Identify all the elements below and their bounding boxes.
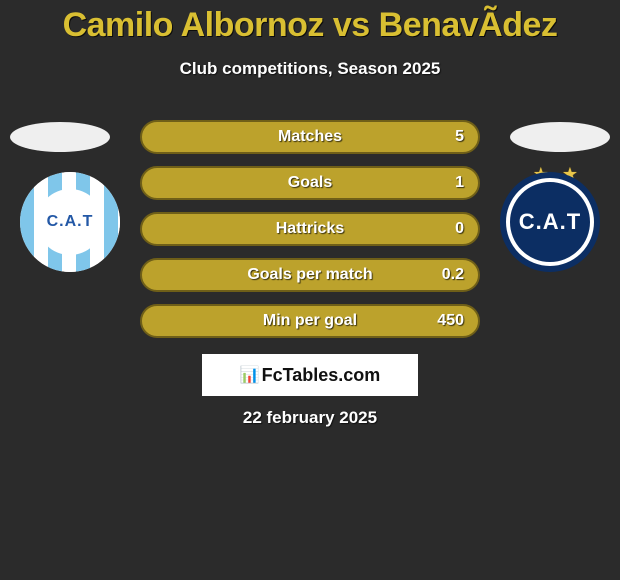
stat-row: Goals 1 bbox=[140, 166, 480, 200]
club-badge-left: C.A.T bbox=[20, 172, 120, 272]
stat-value: 450 bbox=[437, 312, 464, 330]
brand-text: FcTables.com bbox=[262, 365, 381, 386]
title: Camilo Albornoz vs BenavÃ­dez bbox=[0, 0, 620, 45]
stat-value: 5 bbox=[455, 128, 464, 146]
stat-value: 1 bbox=[455, 174, 464, 192]
stat-label: Goals per match bbox=[142, 266, 478, 284]
stat-label: Min per goal bbox=[142, 312, 478, 330]
club-badge-right: C.A.T bbox=[500, 172, 600, 272]
stat-row: Goals per match 0.2 bbox=[140, 258, 480, 292]
stat-value: 0 bbox=[455, 220, 464, 238]
stat-value: 0.2 bbox=[442, 266, 464, 284]
stat-row: Hattricks 0 bbox=[140, 212, 480, 246]
stat-label: Matches bbox=[142, 128, 478, 146]
brand-box: 📊 FcTables.com bbox=[202, 354, 418, 396]
stat-row: Min per goal 450 bbox=[140, 304, 480, 338]
player-right-ellipse bbox=[510, 122, 610, 152]
date-text: 22 february 2025 bbox=[0, 408, 620, 428]
club-badge-left-text: C.A.T bbox=[37, 189, 103, 255]
stat-label: Hattricks bbox=[142, 220, 478, 238]
stat-label: Goals bbox=[142, 174, 478, 192]
player-left-ellipse bbox=[10, 122, 110, 152]
subtitle: Club competitions, Season 2025 bbox=[0, 59, 620, 79]
stats-list: Matches 5 Goals 1 Hattricks 0 Goals per … bbox=[140, 120, 480, 350]
stat-row: Matches 5 bbox=[140, 120, 480, 154]
club-badge-right-text: C.A.T bbox=[519, 209, 581, 235]
brand-chart-icon: 📊 bbox=[240, 365, 260, 385]
comparison-card: Camilo Albornoz vs BenavÃ­dez Club compe… bbox=[0, 0, 620, 580]
